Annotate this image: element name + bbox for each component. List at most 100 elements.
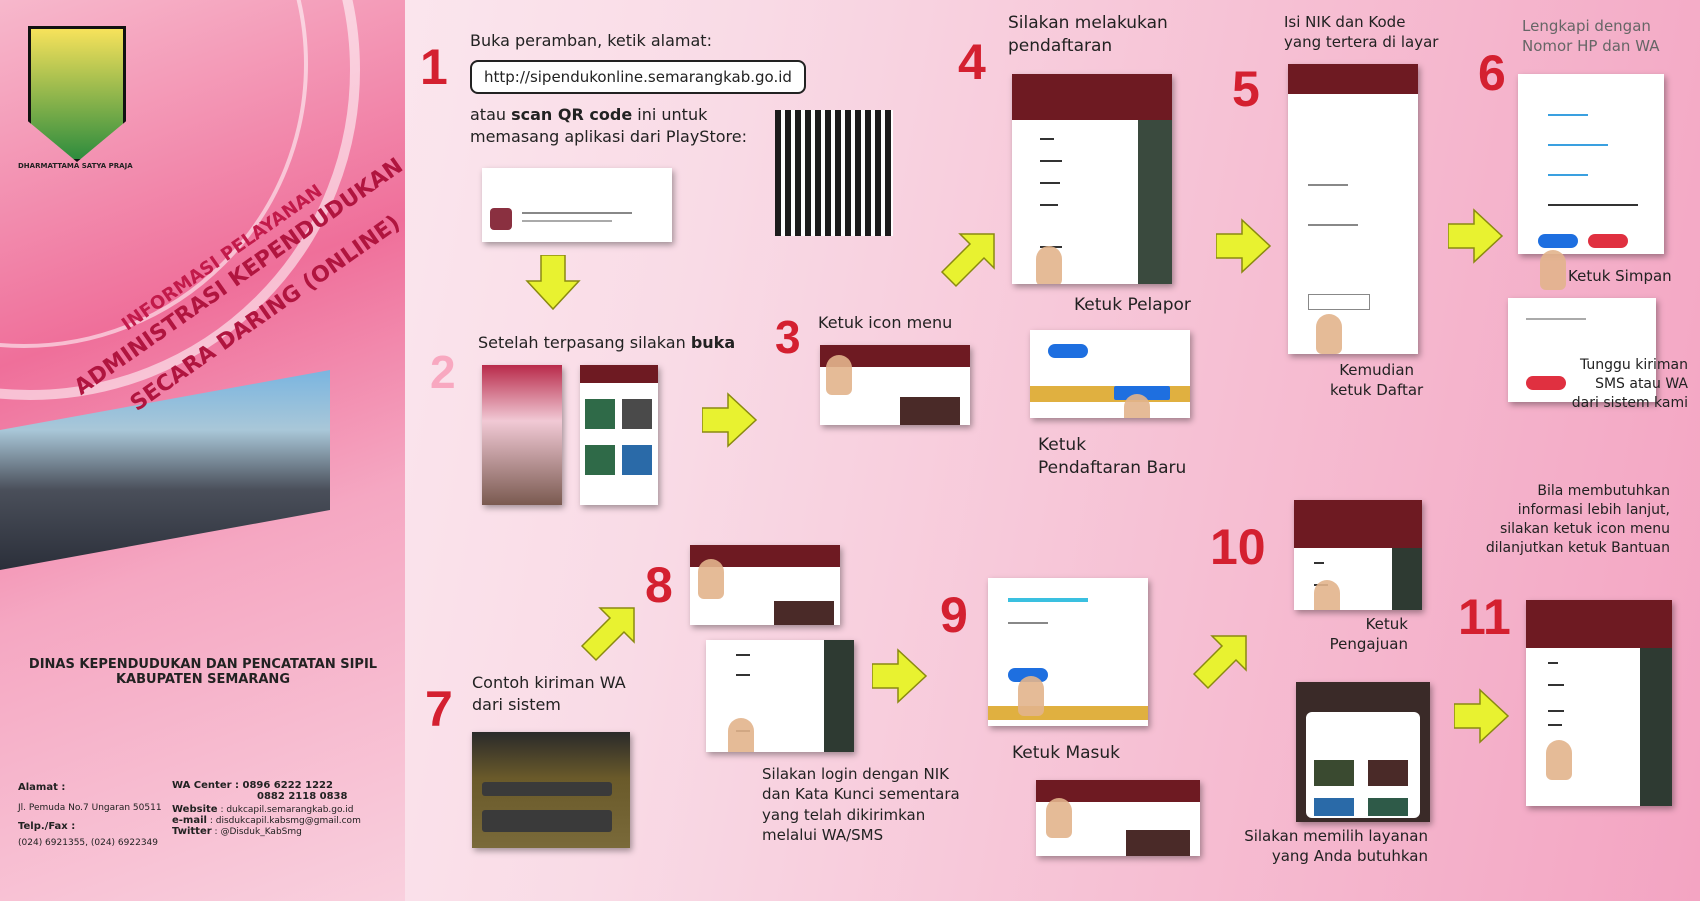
menu-tile: [585, 399, 615, 429]
drawer-screenshot: [1294, 500, 1422, 610]
step-10-line-2: Pengajuan: [1329, 635, 1408, 654]
step-2-text-a: Setelah terpasang silakan: [478, 333, 686, 352]
step-2-number: 2: [430, 346, 456, 398]
step-2-text-b: buka: [690, 333, 736, 352]
step-11-number: 11: [1458, 589, 1511, 645]
wa-message-screenshot: [472, 732, 630, 848]
step-8-number: 8: [645, 557, 673, 613]
hand-pointer-icon: [826, 355, 852, 395]
step-3-text: Ketuk icon menu: [818, 313, 953, 332]
nik-form-screenshot: [1288, 64, 1418, 354]
step-8-text: Silakan login dengan NIK dan Kata Kunci s…: [762, 764, 960, 845]
app-splash-screenshot: [482, 365, 562, 505]
hand-pointer-icon: [1036, 246, 1062, 284]
step-9-text: Ketuk Masuk: [1012, 743, 1121, 763]
agency-line-1: DINAS KEPENDUDUKAN DAN PENCATATAN SIPIL: [28, 657, 378, 672]
step-10-line-1: Ketuk: [1365, 615, 1408, 633]
step-5-daftar-1: Kemudian: [1339, 361, 1415, 379]
step-1-text: Buka peramban, ketik alamat:: [470, 31, 712, 50]
step-10-layanan-2: yang Anda butuhkan: [1271, 847, 1428, 866]
qr-text-c: ini untuk: [637, 105, 708, 124]
step-6-tunggu-2: SMS atau WA: [1595, 375, 1688, 392]
app-home-screenshot: [580, 365, 658, 505]
step-4-line-2: pendaftaran: [1008, 35, 1113, 56]
drawer-screenshot: [1012, 74, 1172, 284]
wa-center: WA Center : 0896 6222 1222: [172, 780, 333, 791]
arrow-down-icon: [525, 255, 581, 311]
step-11-line-2: informasi lebih lanjut,: [1517, 501, 1670, 518]
step-10-layanan-1: Silakan memilih layanan: [1244, 827, 1428, 845]
step-8-line-3: yang telah dikirimkan: [762, 805, 926, 824]
app-icon: [490, 208, 512, 230]
qr-code-icon[interactable]: [775, 110, 893, 236]
arrow-right-icon: [1448, 208, 1504, 264]
step-1-number: 1: [420, 39, 448, 95]
hand-pointer-icon: [1546, 740, 1572, 780]
menu-tile: [900, 397, 960, 425]
step-6-tunggu-3: dari sistem kami: [1571, 394, 1688, 411]
step-4-baru-2: Pendaftaran Baru: [1038, 457, 1187, 478]
step-5-daftar: Kemudian ketuk Daftar: [1330, 360, 1423, 401]
home-screenshot: [1036, 780, 1200, 856]
email-value: : disdukcapil.kabsmg@gmail.com: [209, 816, 361, 826]
register-screenshot: [1030, 330, 1190, 418]
step-11-line-1: Bila membutuhkan: [1537, 483, 1670, 499]
step-5-number: 5: [1232, 61, 1260, 117]
step-11-line-3: silakan ketuk icon menu: [1499, 520, 1670, 537]
step-1-qr-text: atau scan QR code ini untuk memasang apl…: [470, 104, 770, 147]
service-list-screenshot: [1296, 682, 1430, 822]
qr-text-a: atau: [470, 105, 507, 124]
step-4-baru: Ketuk Pendaftaran Baru: [1038, 434, 1186, 480]
step-5-daftar-2: ketuk Daftar: [1330, 381, 1424, 400]
qr-text-d: memasang aplikasi dari PlayStore:: [470, 126, 747, 146]
step-4-baru-1: Ketuk: [1038, 435, 1087, 455]
arrow-right-icon: [1216, 218, 1272, 274]
step-5-line-1: Isi NIK dan Kode: [1284, 13, 1406, 31]
arrow-right-icon: [872, 648, 928, 704]
menu-screenshot: [820, 345, 970, 425]
step-8-line-1: Silakan login dengan NIK: [762, 765, 949, 783]
step-10-number: 10: [1210, 519, 1266, 575]
website-value: : dukcapil.semarangkab.go.id: [220, 805, 354, 815]
help-drawer-screenshot: [1526, 600, 1672, 806]
hand-pointer-icon: [728, 718, 754, 752]
step-7-number: 7: [425, 681, 453, 737]
step-6-tunggu: Tunggu kiriman SMS atau WA dari sistem kam…: [1560, 356, 1688, 413]
menu-tile: [622, 399, 652, 429]
telp-value: (024) 6921355, (024) 6922349: [18, 838, 159, 848]
login-drawer-screenshot: [706, 640, 854, 752]
step-4-line-1: Silakan melakukan: [1008, 13, 1168, 33]
step-1-url[interactable]: http://sipendukonline.semarangkab.go.id: [470, 60, 806, 94]
step-7-line-1: Contoh kiriman WA: [472, 673, 626, 692]
step-8-line-4: melalui WA/SMS: [762, 825, 884, 844]
step-4-number: 4: [958, 34, 986, 90]
step-3-number: 3: [775, 311, 801, 363]
arrow-right-icon: [1454, 688, 1510, 744]
alamat-label: Alamat :: [18, 782, 66, 793]
qr-text-b: scan QR code: [511, 105, 633, 124]
agency-name: DINAS KEPENDUDUKAN DAN PENCATATAN SIPIL …: [18, 657, 388, 687]
step-6-line-2: Nomor HP dan WA: [1522, 37, 1660, 56]
arrow-up-right-icon: [1192, 635, 1247, 690]
step-10-text: Ketuk Pengajuan: [1318, 614, 1408, 655]
twitter-label: Twitter: [172, 826, 212, 837]
contact-block: WA Center : 0896 6222 1222 0882 2118 083…: [172, 780, 402, 837]
agency-line-2: KABUPATEN SEMARANG: [115, 672, 290, 687]
step-6-line-1: Lengkapi dengan: [1522, 17, 1651, 35]
step-7-line-2: dari sistem: [472, 694, 561, 714]
alamat-value: Jl. Pemuda No.7 Ungaran 50511: [18, 803, 162, 813]
arrow-up-right-icon: [580, 607, 635, 662]
menu-screenshot: [690, 545, 840, 625]
sms-wait-screenshot: [1508, 298, 1656, 402]
step-10-layanan: Silakan memilih layanan yang Anda butuhka…: [1240, 826, 1428, 867]
cover-photo: [0, 370, 330, 570]
phone-form-screenshot: [1518, 74, 1664, 254]
menu-tile: [585, 445, 615, 475]
step-11-line-4: dilanjutkan ketuk Bantuan: [1485, 539, 1670, 556]
step-8-line-2: dan Kata Kunci sementara: [762, 785, 960, 804]
wa-second: 0882 2118 0838: [257, 791, 348, 802]
step-6-text: Lengkapi dengan Nomor HP dan WA: [1522, 16, 1659, 57]
hand-pointer-icon: [1046, 798, 1072, 838]
playstore-screenshot: [482, 168, 672, 242]
emblem-caption: DHARMATTAMA SATYA PRAJA: [18, 162, 133, 170]
